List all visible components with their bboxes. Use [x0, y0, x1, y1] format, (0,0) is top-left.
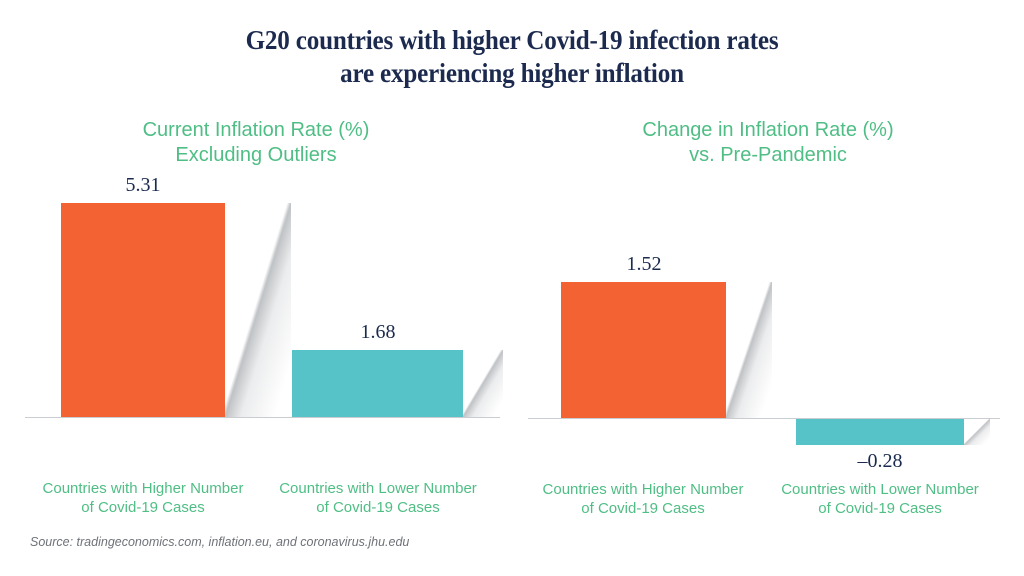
category-label-left-higher-cases: Countries with Higher Number of Covid-19… — [42, 480, 244, 516]
category-label-right-lower-cases: Countries with Lower Number of Covid-19 … — [781, 481, 979, 517]
plot-area-right: 1.52 Countries with Higher Number of Cov… — [512, 0, 1024, 576]
bar-left-lower-cases[interactable] — [292, 350, 463, 417]
bar-right-higher-cases[interactable] — [561, 282, 726, 418]
bar-right-lower-cases[interactable] — [796, 419, 964, 445]
bar-left-higher-cases[interactable] — [61, 203, 225, 417]
category-label-right-higher-cases: Countries with Higher Number of Covid-19… — [542, 481, 744, 517]
axis-baseline-left — [25, 417, 500, 418]
bar-value-right-1: 1.52 — [626, 253, 662, 275]
panel-left-subtitle: Current Inflation Rate (%) Excluding Out… — [142, 119, 370, 166]
chart-title: G20 countries with higher Covid-19 infec… — [245, 25, 779, 88]
bar-value-left-1: 5.31 — [125, 174, 161, 196]
bar-shadow-right-2 — [964, 419, 990, 445]
bar-value-right-2: –0.28 — [857, 450, 903, 472]
plot-area-left: 5.31 Countries with Higher Number of Cov… — [25, 174, 503, 516]
bar-value-left-2: 1.68 — [360, 321, 396, 343]
axis-baseline-right — [528, 418, 1000, 419]
chart-panel-left: Current Inflation Rate (%) Excluding Out… — [25, 119, 503, 516]
panel-right-subtitle: Change in Inflation Rate (%) vs. Pre-Pan… — [642, 119, 894, 166]
chart-panel-right: Change in Inflation Rate (%) vs. Pre-Pan… — [512, 0, 1024, 576]
category-label-left-lower-cases: Countries with Lower Number of Covid-19 … — [279, 480, 477, 516]
source-note: Source: tradingeconomics.com, inflation.… — [30, 535, 410, 549]
bar-shadow-left-2 — [463, 350, 503, 417]
bar-shadow-left-1 — [225, 203, 291, 417]
bar-shadow-right-1 — [726, 282, 772, 418]
